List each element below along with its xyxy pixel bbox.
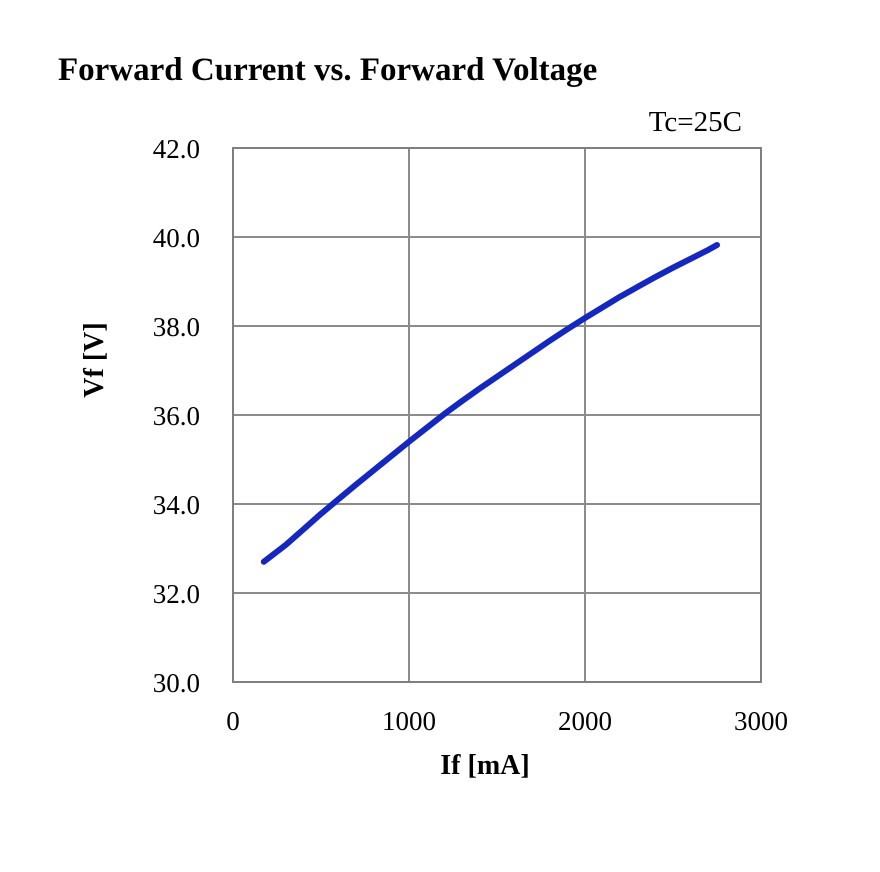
- series-line: [260, 242, 720, 565]
- x-tick-label: 2000: [558, 706, 612, 736]
- x-tick-label: 0: [226, 706, 240, 736]
- x-tick-label: 1000: [382, 706, 436, 736]
- plot-area-frame: [232, 147, 762, 683]
- temperature-annotation: Tc=25C: [649, 106, 742, 138]
- y-axis-label: Vf [V]: [79, 322, 110, 397]
- grid: [232, 147, 762, 683]
- y-tick-label: 42.0: [153, 134, 200, 164]
- y-tick-label: 32.0: [153, 579, 200, 609]
- chart-title: Forward Current vs. Forward Voltage: [58, 52, 597, 88]
- y-axis-ticks: 30.0 32.0 34.0 36.0 38.0 40.0 42.0: [153, 134, 200, 698]
- x-axis-label: If [mA]: [440, 750, 529, 781]
- series-layer: [260, 242, 720, 565]
- y-tick-label: 34.0: [153, 490, 200, 520]
- y-tick-label: 30.0: [153, 668, 200, 698]
- x-tick-label: 3000: [734, 706, 788, 736]
- x-axis-ticks: 0 1000 2000 3000: [226, 706, 788, 736]
- y-tick-label: 40.0: [153, 223, 200, 253]
- y-tick-label: 36.0: [153, 401, 200, 431]
- y-tick-label: 38.0: [153, 312, 200, 342]
